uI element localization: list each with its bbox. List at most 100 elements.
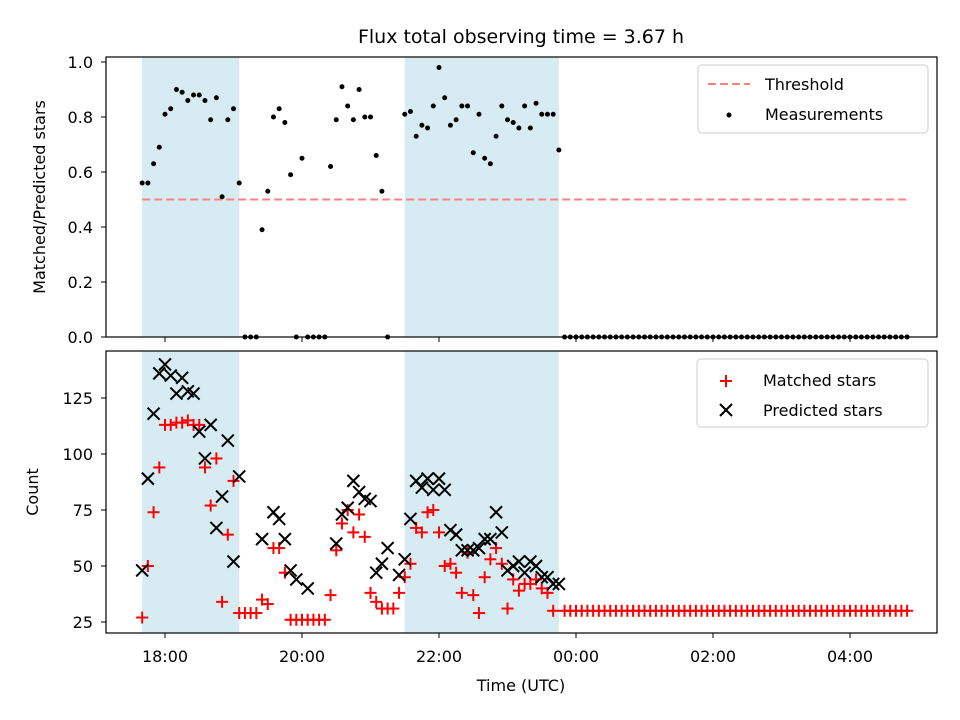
cross-stroke-b (552, 577, 566, 591)
cross-stroke-b (432, 471, 446, 486)
predicted-star-point (255, 532, 269, 546)
x-tick-label: 04:00 (827, 647, 873, 666)
matched-star-point (153, 461, 166, 474)
cross-stroke-b (209, 521, 224, 535)
measurement-point (402, 111, 408, 117)
matched-star-point (387, 602, 400, 615)
predicted-star-point (209, 521, 224, 535)
measurement-point (442, 95, 448, 101)
predicted-star-point (135, 563, 149, 578)
measurement-point (516, 125, 522, 131)
top-axes-frame (105, 56, 938, 338)
measurement-point (527, 125, 533, 131)
cross-stroke-b (438, 483, 452, 497)
x-tick-label: 02:00 (690, 647, 736, 666)
cross-stroke-b (535, 570, 549, 584)
measurement-point (373, 153, 379, 158)
matched-star-point (318, 613, 331, 626)
bottom-legend-box (696, 358, 929, 428)
predicted-star-point (186, 386, 201, 401)
predicted-star-point (432, 471, 446, 486)
cross-stroke-b (375, 557, 389, 571)
matched-star-point (501, 602, 514, 615)
predicted-star-point (301, 581, 315, 596)
matched-star-point (164, 418, 177, 431)
cross-stroke-b (398, 552, 412, 566)
measurement-point (185, 98, 191, 103)
measurement-point (156, 144, 162, 150)
measurement-point (162, 111, 168, 117)
measurement-point (328, 164, 334, 169)
cross-stroke-b (380, 541, 395, 555)
predicted-star-point (272, 512, 286, 526)
predicted-star-point (420, 471, 435, 486)
predicted-star-point (529, 559, 543, 573)
legend-predicted-swatch (719, 403, 733, 417)
cross-stroke-b (329, 536, 343, 551)
matched-star-point (444, 557, 457, 570)
cross-stroke-b (426, 483, 440, 497)
predicted-star-point (346, 474, 361, 488)
predicted-star-point (158, 357, 172, 372)
measurement-point (430, 103, 436, 109)
legend-matched-label: Matched stars (763, 371, 876, 390)
predicted-star-point (203, 418, 218, 432)
predicted-star-point (164, 368, 178, 383)
measurement-point (407, 109, 413, 114)
measurement-point (173, 87, 179, 92)
cross-stroke-b (346, 474, 361, 488)
y-tick-label: 25 (73, 613, 93, 632)
legend-measurements-label: Measurements (765, 105, 883, 124)
measurement-point (487, 161, 493, 167)
measurement-point (379, 188, 385, 194)
measurement-point (539, 111, 545, 117)
cross-stroke-b (517, 566, 532, 580)
measurement-point (196, 92, 202, 98)
cross-stroke-b (392, 568, 406, 582)
predicted-star-point (375, 557, 389, 571)
matched-star-point (450, 566, 463, 579)
top-shaded-region-0 (142, 57, 240, 337)
measurement-point (259, 227, 265, 233)
measurement-point (265, 188, 271, 194)
measurement-point (219, 194, 225, 200)
matched-star-point (427, 504, 440, 516)
chart-title: Flux total observing time = 3.67 h (358, 26, 684, 48)
bottom-x-ticks: 18:00 20:00 22:00 00:00 02:00 04:00 (142, 633, 873, 666)
predicted-star-point (221, 433, 235, 448)
matched-star-point (324, 589, 337, 602)
predicted-star-point (152, 366, 166, 381)
predicted-star-point (283, 563, 298, 578)
cross-stroke-b (289, 572, 303, 587)
predicted-star-point (278, 532, 292, 546)
matched-star-point (198, 461, 211, 474)
measurement-point (356, 87, 362, 92)
top-shaded-region-1 (404, 57, 559, 337)
measurement-point (213, 95, 219, 101)
predicted-star-point (426, 483, 440, 497)
predicted-star-point (472, 541, 486, 555)
measurement-point (425, 125, 431, 131)
measurement-point (145, 180, 151, 186)
cross-stroke-b (495, 525, 509, 540)
cross-stroke-b (455, 543, 469, 558)
top-legend: Threshold Measurements (697, 64, 929, 134)
cross-stroke-b (169, 386, 184, 401)
matched-star-point (472, 607, 485, 620)
bottom-panel: 25 50 75 100 125 18:00 20:00 22:00 00:00 02:00 04… (23, 350, 938, 695)
predicted-star-point (495, 525, 509, 540)
cross-stroke-b (278, 532, 292, 546)
matched-star-point (370, 595, 383, 608)
measurement-point (550, 111, 556, 117)
measurement-point (544, 111, 550, 117)
y-tick-label: 125 (62, 389, 93, 408)
measurement-point (282, 120, 288, 125)
y-tick-label: 0.8 (68, 108, 93, 127)
bottom-y-axis-label: Count (23, 468, 42, 516)
cross-stroke-b (420, 471, 435, 486)
measurement-point (453, 117, 459, 123)
matched-star-point (364, 586, 377, 599)
cross-stroke-b (283, 563, 298, 578)
matched-star-point (353, 508, 366, 521)
